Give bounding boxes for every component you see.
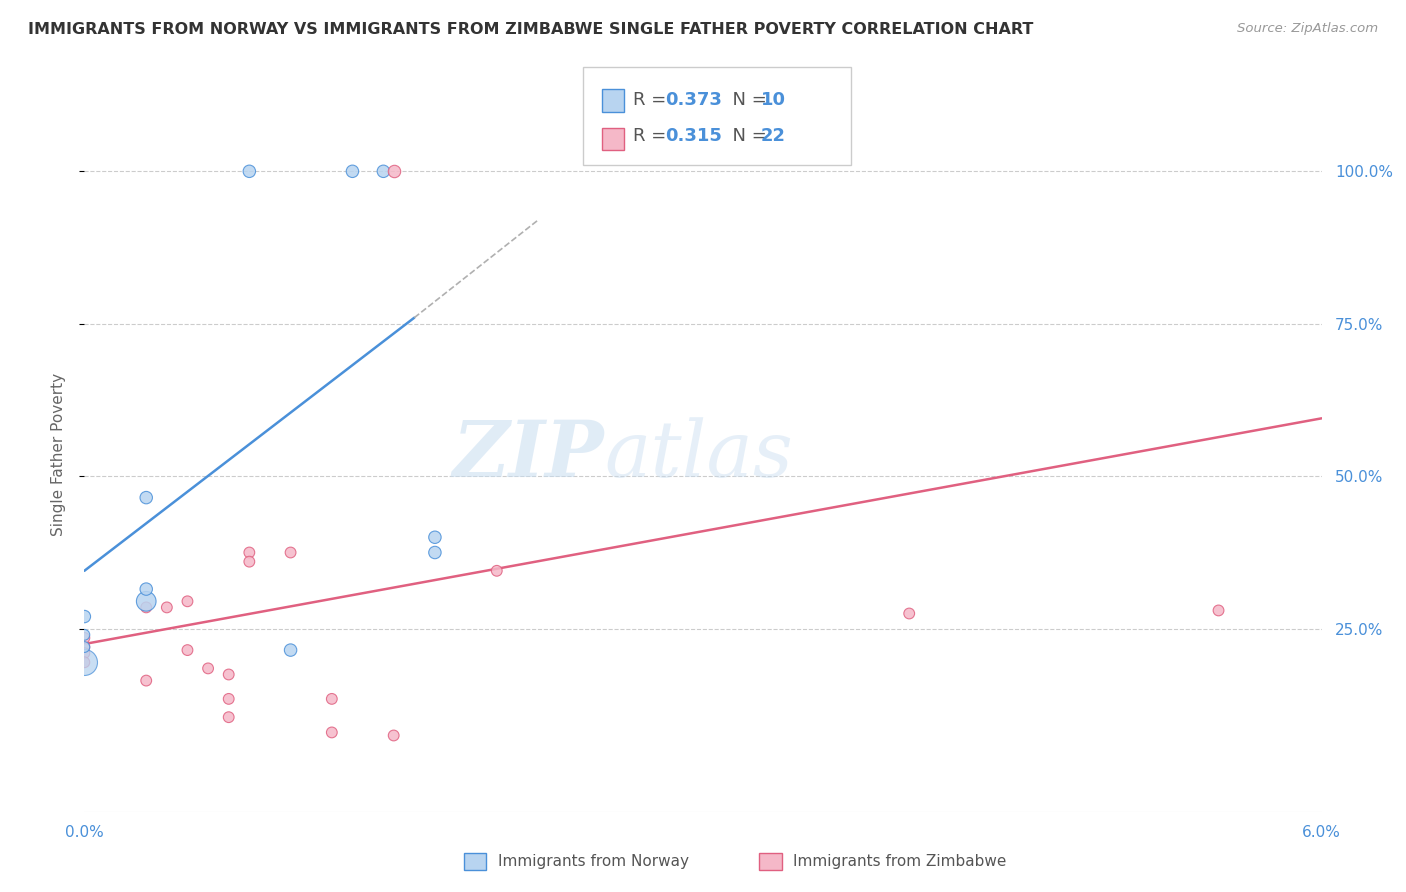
Point [197, 661, 219, 675]
Text: R =: R = [633, 91, 672, 109]
Point [280, 643, 302, 657]
Text: N =: N = [721, 127, 773, 145]
Point [321, 725, 343, 739]
Point [73, 631, 96, 645]
Point [373, 164, 395, 178]
Text: Immigrants from Norway: Immigrants from Norway [498, 855, 689, 869]
Point [218, 692, 240, 706]
Point [73, 655, 96, 669]
Point [898, 607, 921, 621]
Point [423, 530, 446, 544]
Text: Immigrants from Zimbabwe: Immigrants from Zimbabwe [793, 855, 1007, 869]
Point [1208, 603, 1230, 617]
Point [423, 545, 446, 559]
Text: R =: R = [633, 127, 672, 145]
Point [342, 164, 364, 178]
Point [218, 667, 240, 681]
Point [238, 164, 260, 178]
Point [176, 643, 198, 657]
Y-axis label: Single Father Poverty: Single Father Poverty [51, 374, 66, 536]
Point [135, 594, 157, 608]
Text: atlas: atlas [605, 417, 793, 493]
Point [176, 594, 198, 608]
Text: ZIP: ZIP [453, 417, 605, 493]
Point [321, 692, 343, 706]
Text: 0.315: 0.315 [665, 127, 721, 145]
Point [135, 491, 157, 505]
Point [382, 729, 405, 743]
Point [135, 673, 157, 688]
Point [218, 710, 240, 724]
Point [73, 655, 96, 669]
Text: N =: N = [721, 91, 773, 109]
Point [238, 545, 260, 559]
Point [238, 555, 260, 569]
Point [135, 582, 157, 596]
Point [73, 609, 96, 624]
Text: 0.373: 0.373 [665, 91, 721, 109]
Point [382, 164, 405, 178]
Point [485, 564, 508, 578]
Point [280, 545, 302, 559]
Point [73, 646, 96, 660]
Point [135, 600, 157, 615]
Point [73, 640, 96, 654]
Text: Source: ZipAtlas.com: Source: ZipAtlas.com [1237, 22, 1378, 36]
Point [73, 640, 96, 654]
Text: IMMIGRANTS FROM NORWAY VS IMMIGRANTS FROM ZIMBABWE SINGLE FATHER POVERTY CORRELA: IMMIGRANTS FROM NORWAY VS IMMIGRANTS FRO… [28, 22, 1033, 37]
Text: 10: 10 [761, 91, 786, 109]
Point [156, 600, 179, 615]
Text: 22: 22 [761, 127, 786, 145]
Point [73, 628, 96, 642]
